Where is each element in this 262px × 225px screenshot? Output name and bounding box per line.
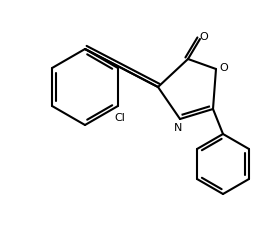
- Text: O: O: [200, 32, 208, 42]
- Text: O: O: [220, 63, 228, 73]
- Text: Cl: Cl: [114, 112, 125, 122]
- Text: N: N: [174, 122, 182, 132]
